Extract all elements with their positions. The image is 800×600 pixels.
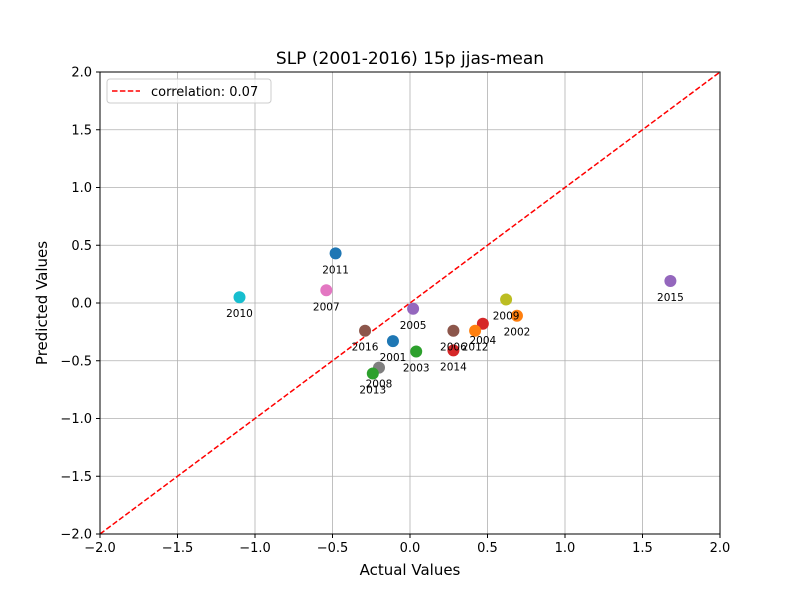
legend-label: correlation: 0.07 [151, 85, 258, 100]
grid-lines [99, 71, 721, 535]
data-point-label: 2009 [493, 311, 520, 323]
data-point-label: 2003 [403, 363, 430, 375]
data-point-label: 2014 [440, 361, 467, 373]
data-point [233, 291, 246, 304]
x-axis-label: Actual Values [360, 561, 461, 579]
y-axis-ticks: −2.0 −1.5 −1.0 −0.5 0.0 0.5 1.0 1.5 2.0 [60, 66, 100, 543]
data-point-label: 2015 [657, 292, 684, 304]
data-point-label: 2004 [469, 335, 496, 347]
data-point [329, 247, 342, 260]
data-point [320, 284, 333, 297]
data-point-label: 2012 [462, 342, 489, 354]
x-tick-label: 0.0 [400, 541, 421, 556]
reference-line [99, 71, 721, 535]
y-tick-label: 2.0 [71, 66, 92, 81]
x-tick-label: 1.0 [555, 541, 576, 556]
chart-title: SLP (2001-2016) 15p jjas-mean [276, 49, 544, 69]
data-point-label: 2016 [352, 342, 379, 354]
data-point-label: 2002 [504, 327, 531, 339]
x-tick-label: 1.5 [632, 541, 653, 556]
data-point [476, 317, 489, 330]
x-tick-label: 2.0 [710, 541, 731, 556]
data-point [366, 367, 379, 380]
x-tick-label: −0.5 [317, 541, 349, 556]
legend-box [106, 78, 272, 104]
data-point-label: 2011 [322, 264, 349, 276]
y-tick-label: −2.0 [60, 528, 92, 543]
y-tick-label: 0.0 [71, 297, 92, 312]
y-tick-label: 1.5 [71, 123, 92, 138]
data-point-label: 2001 [380, 352, 407, 364]
data-point [469, 324, 482, 337]
legend: correlation: 0.07 [106, 78, 272, 104]
data-point-label: 2005 [400, 320, 427, 332]
x-tick-label: −2.0 [84, 541, 116, 556]
data-point [664, 275, 677, 288]
data-points [233, 247, 677, 380]
x-tick-label: −1.0 [239, 541, 271, 556]
data-point [500, 293, 513, 306]
data-point-label: 2007 [313, 301, 340, 313]
data-point-labels: 2001 2002 2003 2004 2005 2006 2007 2008 2009 2010… [226, 264, 684, 396]
data-point-label: 2013 [359, 384, 386, 396]
y-tick-label: −0.5 [60, 354, 92, 369]
data-point-label: 2008 [366, 379, 393, 391]
reference-line-group [99, 71, 721, 535]
data-point [510, 309, 523, 322]
x-tick-label: −1.5 [162, 541, 194, 556]
data-point [386, 335, 399, 348]
data-point [407, 302, 420, 315]
y-tick-label: −1.0 [60, 412, 92, 427]
data-point [359, 324, 372, 337]
x-axis-ticks: −2.0 −1.5 −1.0 −0.5 0.0 0.5 1.0 1.5 2.0 [84, 534, 730, 556]
data-point [447, 344, 460, 357]
y-tick-label: −1.5 [60, 470, 92, 485]
y-tick-label: 1.0 [71, 181, 92, 196]
data-point [410, 345, 423, 358]
x-tick-label: 0.5 [477, 541, 498, 556]
y-axis-label: Predicted Values [33, 241, 51, 365]
data-point-label: 2006 [440, 342, 467, 354]
data-point-label: 2010 [226, 308, 253, 320]
data-point [447, 324, 460, 337]
y-tick-label: 0.5 [71, 239, 92, 254]
